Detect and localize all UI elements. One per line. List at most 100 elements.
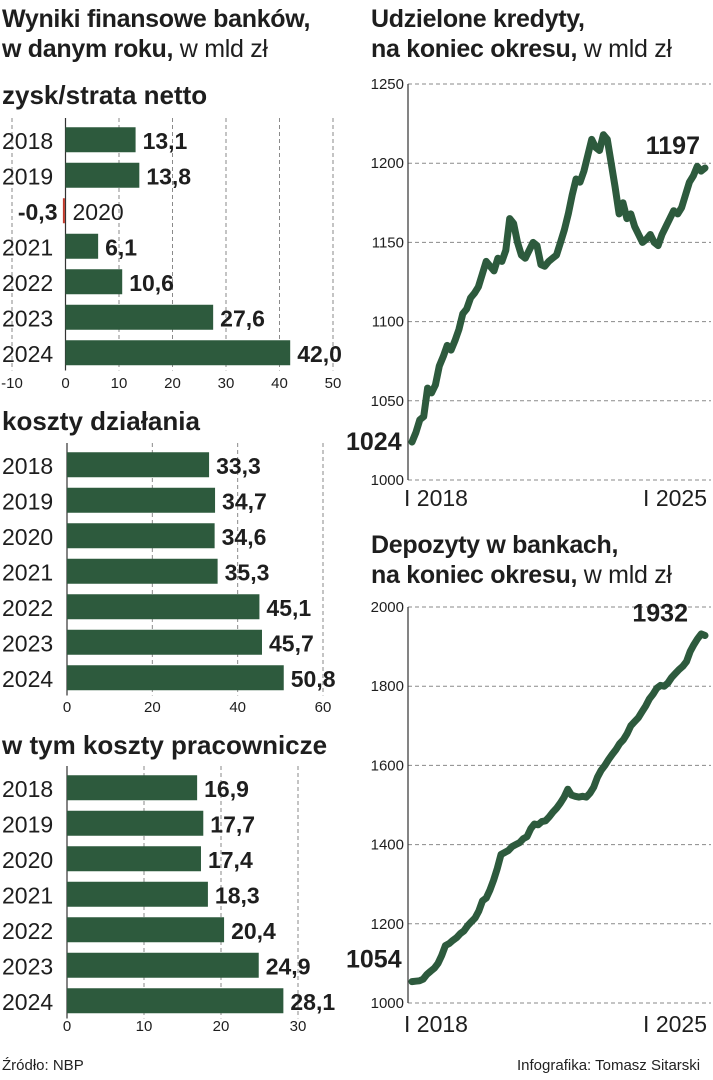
category-label: 2019 [2, 811, 53, 837]
bar [67, 665, 284, 691]
category-label: 2019 [2, 163, 53, 189]
bar-value-label: 24,9 [266, 953, 311, 979]
category-label: 2022 [2, 595, 53, 621]
credits-title-unit: w mld zł [583, 35, 672, 63]
category-label: 2022 [2, 918, 53, 944]
category-label: 2019 [2, 488, 53, 514]
bar-value-label: 6,1 [105, 234, 137, 260]
category-label: 2022 [2, 270, 53, 296]
bar [67, 952, 259, 978]
category-label: 2023 [2, 953, 53, 979]
category-label: 2020 [73, 199, 124, 225]
bar-chart-title: koszty działania [2, 406, 200, 436]
bar [65, 162, 140, 188]
y-tick-label: 1100 [372, 314, 404, 331]
bar-value-label: 13,1 [143, 128, 188, 154]
y-tick-label: 1250 [371, 76, 404, 93]
category-label: 2021 [2, 882, 53, 908]
x-tick-label: -10 [1, 375, 23, 392]
left-title-unit: w mld zł [179, 35, 268, 63]
bar-value-label: -0,3 [18, 199, 58, 225]
bar [65, 269, 123, 295]
x-tick-label: 0 [63, 1018, 71, 1035]
category-label: 2021 [2, 559, 53, 585]
bar-value-label: 34,7 [222, 488, 267, 514]
category-label: 2018 [2, 776, 53, 802]
x-tick-label: 20 [213, 1018, 230, 1035]
x-tick-label: 10 [111, 375, 128, 392]
y-tick-label: 1150 [372, 234, 404, 251]
bar-value-label: 20,4 [231, 918, 276, 944]
bar-value-label: 42,0 [297, 341, 342, 367]
x-tick-label: 20 [164, 375, 181, 392]
x-tick-label: 0 [61, 375, 69, 392]
bar [67, 846, 201, 872]
left-title-line1: Wyniki finansowe banków, [2, 5, 311, 33]
bar-value-label: 27,6 [220, 305, 265, 331]
left-title-line2: w danym roku, [2, 35, 174, 63]
x-tick-label: 60 [315, 699, 332, 716]
y-tick-label: 1050 [371, 393, 404, 410]
bar-chart-title: w tym koszty pracownicze [1, 730, 327, 760]
x-start-label: I 2018 [404, 1011, 468, 1037]
y-tick-label: 1600 [371, 757, 404, 774]
category-label: 2023 [2, 305, 53, 331]
infographic-credit: Infografika: Tomasz Sitarski [517, 1057, 701, 1074]
bar-value-label: 50,8 [291, 666, 336, 692]
y-tick-label: 1000 [371, 995, 404, 1012]
bar [67, 487, 216, 513]
bar [65, 304, 214, 330]
bar-value-label: 18,3 [215, 882, 260, 908]
y-tick-label: 1200 [371, 155, 404, 172]
bar [67, 775, 198, 801]
bar-value-label: 17,7 [210, 811, 255, 837]
x-tick-label: 0 [63, 699, 71, 716]
x-tick-label: 30 [218, 375, 235, 392]
bar-value-label: 28,1 [290, 989, 335, 1015]
category-label: 2018 [2, 453, 53, 479]
bar [67, 917, 225, 943]
y-tick-label: 1200 [371, 916, 404, 933]
x-tick-label: 10 [136, 1018, 153, 1035]
y-tick-label: 1000 [371, 472, 404, 489]
bar-value-label: 16,9 [204, 776, 249, 802]
x-end-label: I 2025 [643, 1011, 707, 1037]
x-start-label: I 2018 [404, 485, 468, 511]
y-tick-label: 1800 [371, 678, 404, 695]
x-tick-label: 40 [229, 699, 246, 716]
y-tick-label: 1400 [371, 837, 404, 854]
negative-bar [62, 198, 65, 224]
category-label: 2024 [2, 989, 53, 1015]
bar [67, 452, 210, 478]
bar [67, 594, 260, 620]
bar-value-label: 10,6 [129, 270, 174, 296]
deposits-title-line1: Depozyty w bankach, [371, 531, 619, 559]
deposits-title: Depozyty w bankach, na koniec okresu, w … [371, 530, 672, 590]
bar-value-label: 35,3 [225, 559, 270, 585]
start-value-label: 1054 [346, 946, 402, 974]
deposits-title-line2: na koniec okresu, [371, 561, 578, 589]
bar-value-label: 45,1 [266, 595, 311, 621]
bar-value-label: 34,6 [222, 524, 267, 550]
category-label: 2021 [2, 234, 53, 260]
bar-value-label: 45,7 [269, 630, 314, 656]
left-title: Wyniki finansowe banków, w danym roku, w… [2, 4, 310, 64]
bar-value-label: 33,3 [216, 453, 261, 479]
category-label: 2023 [2, 630, 53, 656]
x-tick-label: 50 [325, 375, 342, 392]
y-tick-label: 2000 [371, 599, 404, 616]
series-line [408, 131, 709, 446]
bar [67, 988, 284, 1014]
x-tick-label: 40 [271, 375, 288, 392]
bar-chart-title: zysk/strata netto [2, 80, 207, 110]
x-tick-label: 30 [290, 1018, 307, 1035]
bar [67, 523, 215, 549]
credits-title: Udzielone kredyty, na koniec okresu, w m… [371, 4, 672, 64]
credits-title-line2: na koniec okresu, [371, 35, 578, 63]
series-line [408, 630, 709, 986]
bar-value-label: 17,4 [208, 847, 253, 873]
start-value-label: 1024 [346, 428, 402, 456]
x-end-label: I 2025 [643, 485, 707, 511]
category-label: 2018 [2, 128, 53, 154]
